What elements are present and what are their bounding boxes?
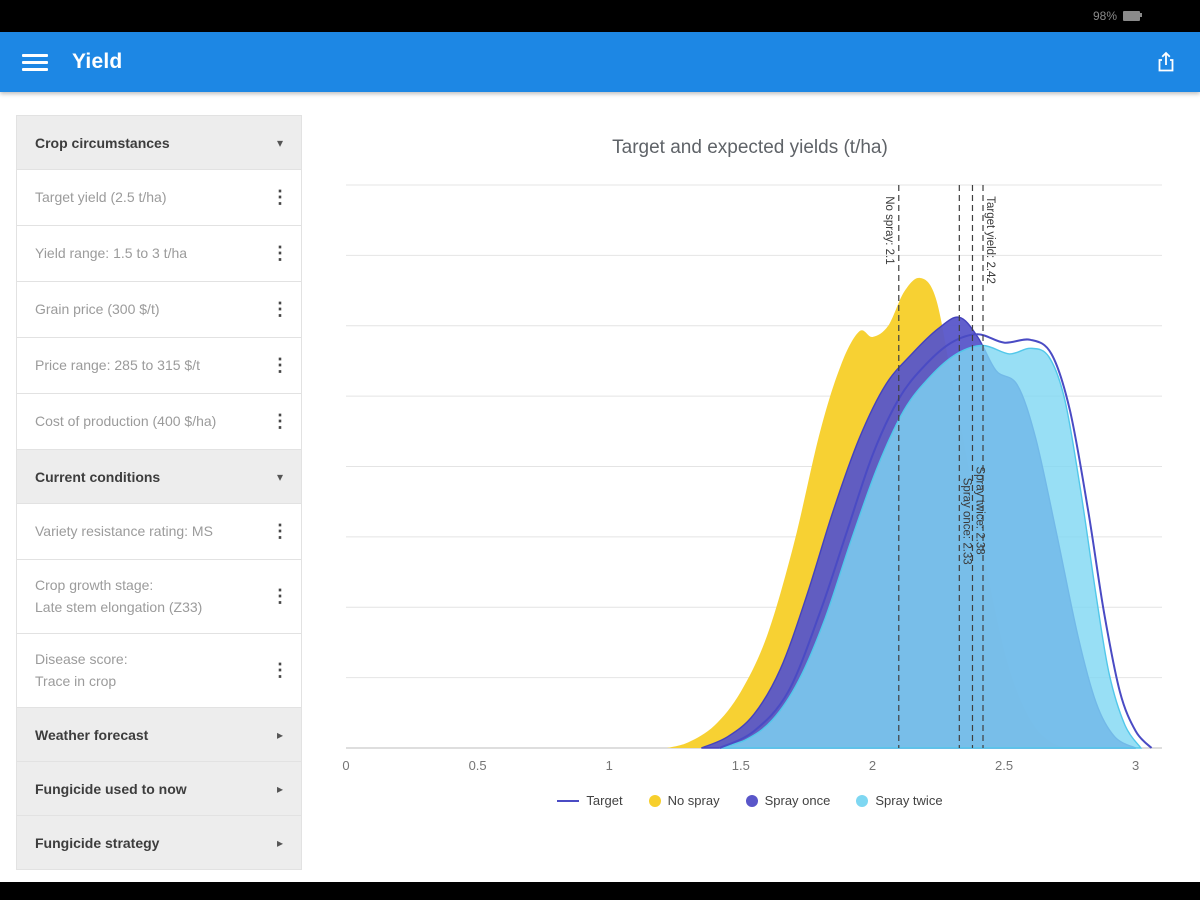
battery-percent: 98% xyxy=(1092,9,1117,23)
sidebar-item-variety-resistance[interactable]: Variety resistance rating: MS ⋮ xyxy=(16,503,302,560)
share-button[interactable] xyxy=(1154,49,1178,75)
sidebar-section-fungicide-used[interactable]: Fungicide used to now ▸ xyxy=(16,761,302,816)
legend-item-spray-once: Spray once xyxy=(745,793,830,808)
share-icon xyxy=(1158,51,1174,72)
kebab-icon: ⋮ xyxy=(271,660,289,680)
svg-text:2: 2 xyxy=(869,758,876,773)
kebab-icon: ⋮ xyxy=(271,586,289,606)
page-title: Yield xyxy=(72,50,123,73)
chevron-down-icon: ▾ xyxy=(276,469,284,484)
svg-text:1: 1 xyxy=(606,758,613,773)
status-bar: 98% xyxy=(0,0,1200,32)
sidebar-item-grain-price[interactable]: Grain price (300 $/t) ⋮ xyxy=(16,281,302,338)
legend-item-spray-twice: Spray twice xyxy=(856,793,943,808)
svg-text:Spray twice: 2.38: Spray twice: 2.38 xyxy=(973,467,985,555)
sidebar-item-cost-of-production[interactable]: Cost of production (400 $/ha) ⋮ xyxy=(16,393,302,450)
svg-text:Spray once: 2.33: Spray once: 2.33 xyxy=(960,478,972,565)
app-bar: Yield xyxy=(0,32,1200,92)
legend-item-target: Target xyxy=(557,793,623,808)
sidebar-section-fungicide-strategy[interactable]: Fungicide strategy ▸ xyxy=(16,815,302,870)
no-spray-swatch xyxy=(648,794,661,807)
sidebar-item-price-range[interactable]: Price range: 285 to 315 $/t ⋮ xyxy=(16,337,302,394)
hamburger-icon xyxy=(22,53,48,57)
sidebar-item-target-yield[interactable]: Target yield (2.5 t/ha) ⋮ xyxy=(16,169,302,226)
menu-button[interactable] xyxy=(22,53,48,71)
svg-text:Target yield: 2.42: Target yield: 2.42 xyxy=(984,196,996,284)
sidebar-section-weather-forecast[interactable]: Weather forecast ▸ xyxy=(16,707,302,762)
target-line-swatch xyxy=(557,799,580,802)
svg-text:1.5: 1.5 xyxy=(732,758,750,773)
sidebar-item-yield-range[interactable]: Yield range: 1.5 to 3 t/ha ⋮ xyxy=(16,225,302,282)
svg-text:0: 0 xyxy=(342,758,349,773)
chevron-down-icon: ▾ xyxy=(276,135,284,150)
content-area: Crop circumstances ▾ Target yield (2.5 t… xyxy=(0,92,1200,870)
spray-once-swatch xyxy=(745,794,758,807)
kebab-icon: ⋮ xyxy=(271,521,289,541)
chevron-right-icon: ▸ xyxy=(276,727,284,742)
chart-title: Target and expected yields (t/ha) xyxy=(612,137,888,158)
kebab-icon: ⋮ xyxy=(271,187,289,207)
kebab-icon: ⋮ xyxy=(271,299,289,319)
sidebar-section-crop-circumstances[interactable]: Crop circumstances ▾ xyxy=(16,115,302,170)
kebab-icon: ⋮ xyxy=(271,411,289,431)
svg-text:0.5: 0.5 xyxy=(469,758,487,773)
sidebar: Crop circumstances ▾ Target yield (2.5 t… xyxy=(16,115,302,870)
sidebar-item-disease-score[interactable]: Disease score: Trace in crop ⋮ xyxy=(16,633,302,708)
yield-distribution-chart: 0 0.5 1 1.5 2 2.5 3 No spray: 2.1 Spray once: 2.… xyxy=(342,184,1162,773)
chart-legend: Target No spray Spray once Spray twice xyxy=(316,793,1184,808)
kebab-icon: ⋮ xyxy=(271,243,289,263)
chart-card: Target and expected yields (t/ha) 0 0.5 1 1… xyxy=(316,115,1184,870)
sidebar-section-current-conditions[interactable]: Current conditions ▾ xyxy=(16,449,302,504)
legend-item-no-spray: No spray xyxy=(648,793,720,808)
battery-icon xyxy=(1123,11,1142,21)
bottom-nav-bar xyxy=(0,882,1200,900)
spray-twice-swatch xyxy=(856,794,869,807)
svg-text:3: 3 xyxy=(1132,758,1139,773)
svg-text:No spray: 2.1: No spray: 2.1 xyxy=(883,196,895,264)
sidebar-item-crop-growth-stage[interactable]: Crop growth stage: Late stem elongation … xyxy=(16,559,302,634)
kebab-icon: ⋮ xyxy=(271,355,289,375)
chevron-right-icon: ▸ xyxy=(276,781,284,796)
svg-text:2.5: 2.5 xyxy=(995,758,1013,773)
chevron-right-icon: ▸ xyxy=(276,835,284,850)
